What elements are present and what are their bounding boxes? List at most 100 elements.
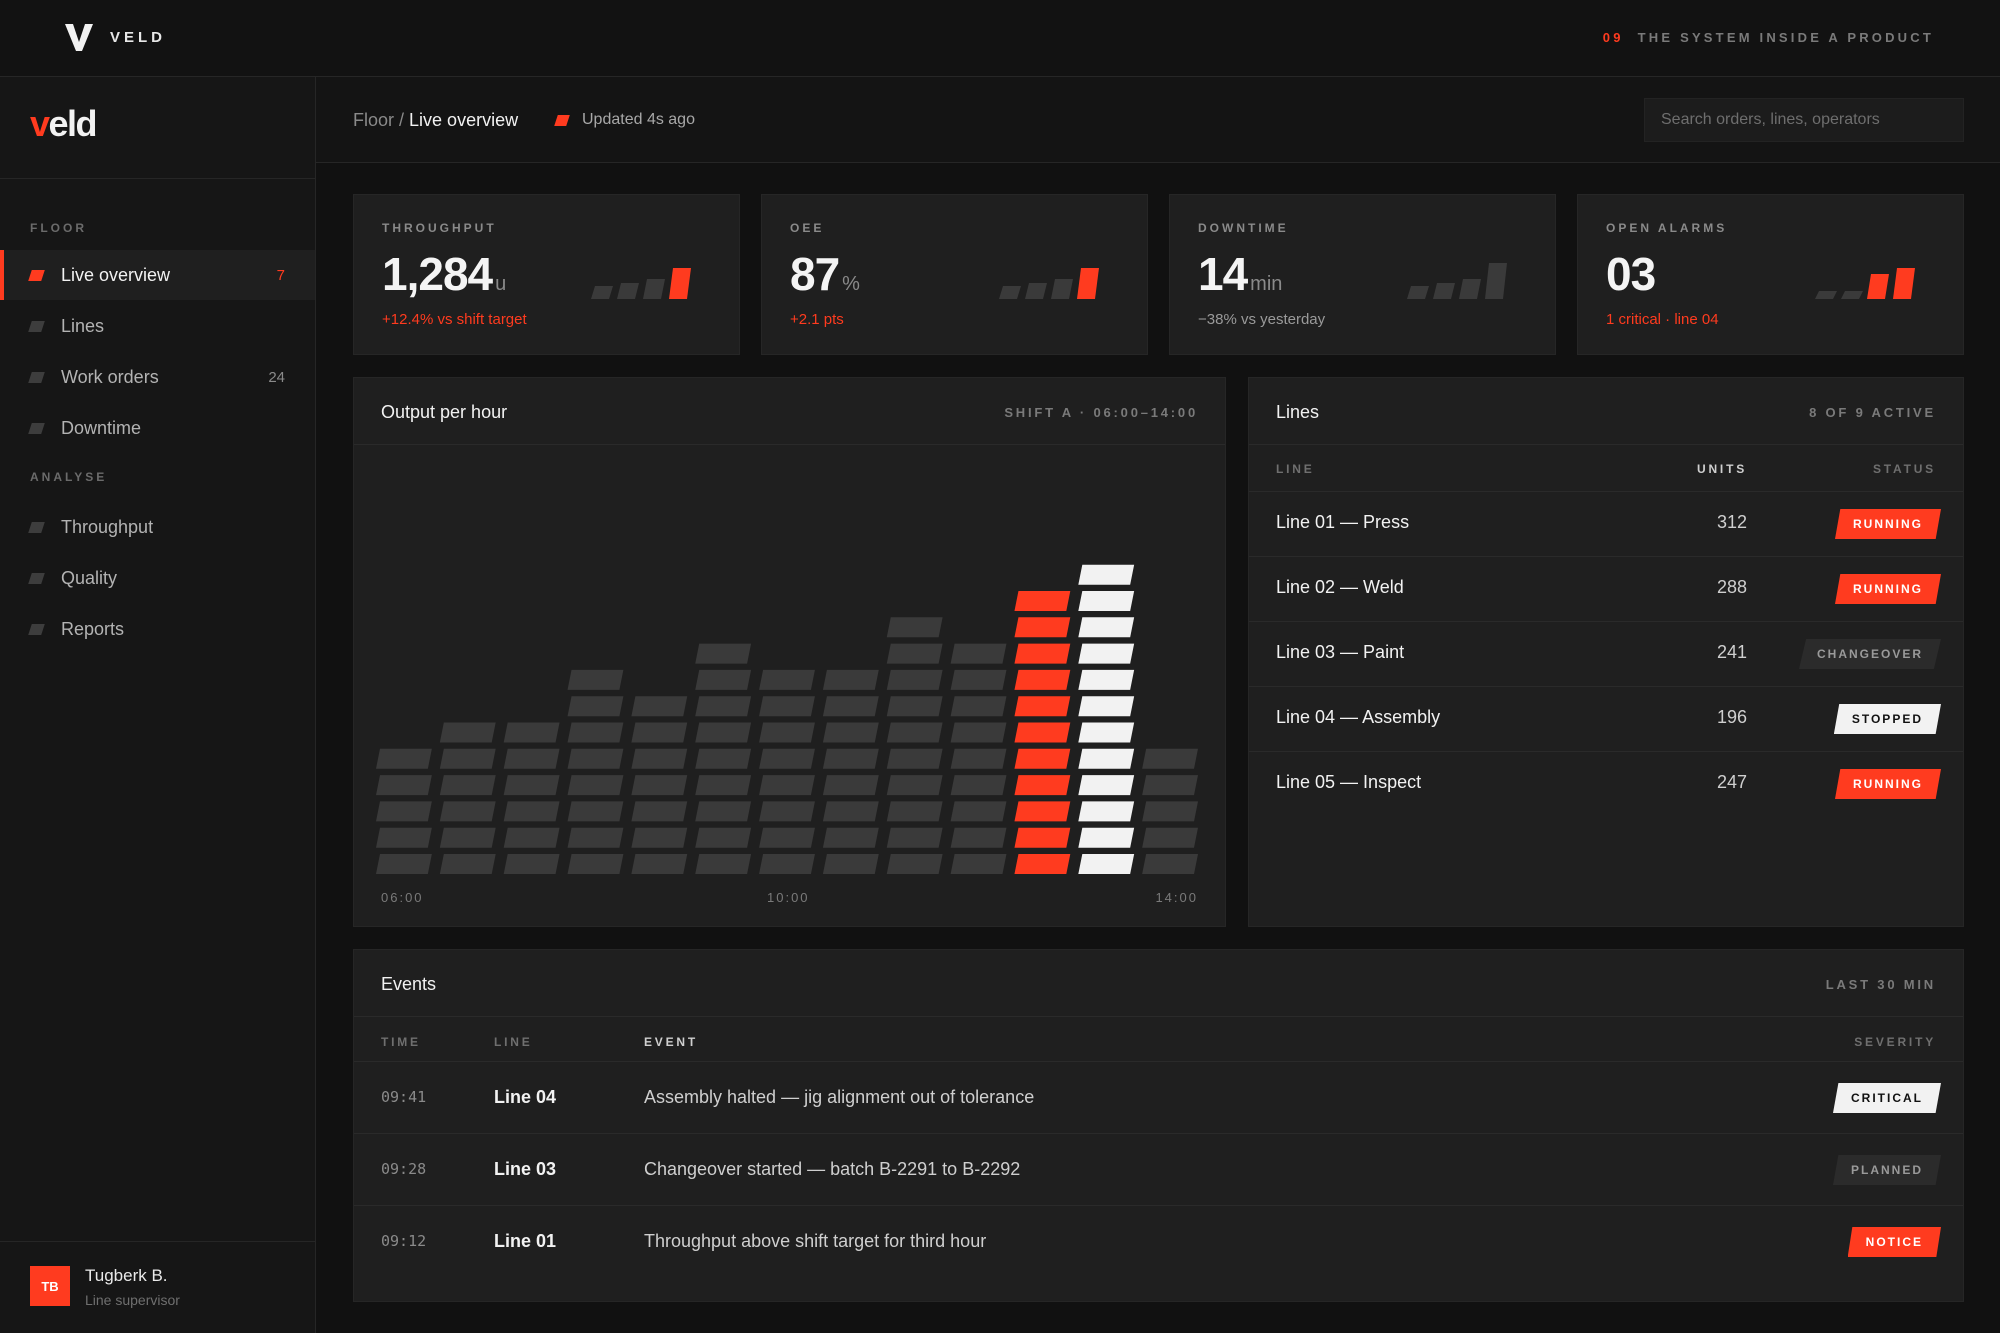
line-name: Line 03 — Paint <box>1276 642 1405 662</box>
kpi-delta: +2.1 pts <box>790 311 844 328</box>
chart-bar-8[interactable] <box>886 617 943 874</box>
sidebar-item-quality[interactable]: Quality <box>0 553 315 603</box>
output-panel-meta: SHIFT A · 06:00–14:00 <box>1004 405 1198 420</box>
chart-bar-10[interactable] <box>1014 591 1071 874</box>
col-header-line[interactable]: LINE <box>494 1035 533 1049</box>
panel-divider <box>354 444 1225 445</box>
chart-bar-4[interactable] <box>631 696 688 874</box>
kpi-label: OEE <box>790 221 825 235</box>
sidebar-item-downtime[interactable]: Downtime <box>0 403 315 453</box>
breadcrumb-parent[interactable]: Floor <box>353 110 395 130</box>
chart-bar-9[interactable] <box>950 643 1007 874</box>
kpi-number: 1,284 <box>382 248 493 300</box>
x-label-mid: 10:00 <box>767 890 810 905</box>
chart-bar-3[interactable] <box>567 669 624 874</box>
breadcrumb: Floor / Live overview <box>353 110 518 131</box>
severity-badge: NOTICE <box>1847 1227 1941 1257</box>
chart-block <box>822 696 879 717</box>
col-header-time[interactable]: TIME <box>381 1035 421 1049</box>
table-row[interactable]: 09:12 Line 01 Throughput above shift targe… <box>354 1205 1963 1277</box>
event-time: 09:12 <box>381 1232 427 1250</box>
chart-bar-6[interactable] <box>759 669 815 874</box>
chart-block <box>567 669 624 690</box>
avatar[interactable]: TB <box>30 1266 70 1306</box>
chart-block <box>695 775 752 796</box>
sidebar-item-label: Work orders <box>61 366 159 387</box>
chart-block <box>1014 854 1071 874</box>
kpi-card-throughput[interactable]: THROUGHPUT 1,284 u +12.4% vs shift target <box>353 194 740 355</box>
panel-divider <box>1249 444 1963 445</box>
table-row[interactable]: Line 01 — Press 312 RUNNING <box>1249 491 1963 556</box>
chart-bar-1[interactable] <box>439 722 496 875</box>
kpi-card-downtime[interactable]: DOWNTIME 14 min −38% vs yesterday <box>1169 194 1556 355</box>
chart-block <box>822 722 879 743</box>
chart-bar-11[interactable] <box>1078 564 1135 874</box>
chart-block <box>950 854 1007 874</box>
chart-block <box>886 775 943 796</box>
col-header-event[interactable]: EVENT <box>644 1035 699 1049</box>
chart-block <box>439 801 496 822</box>
chart-bar-7[interactable] <box>822 669 879 874</box>
col-header-units[interactable]: UNITS <box>1697 462 1747 476</box>
col-header-line[interactable]: LINE <box>1276 462 1315 476</box>
event-description: Assembly halted — jig alignment out of t… <box>644 1087 1035 1107</box>
nav-bullet-icon <box>28 521 45 533</box>
chart-block <box>822 748 879 769</box>
table-row[interactable]: 09:41 Line 04 Assembly halted — jig alignm… <box>354 1061 1963 1133</box>
spark-bar <box>1867 274 1889 299</box>
nav-count-badge: 7 <box>276 266 285 284</box>
kpi-card-oee[interactable]: OEE 87% +2.1 pts <box>761 194 1148 355</box>
chart-block <box>822 775 879 796</box>
table-row[interactable]: Line 04 — Assembly 196 STOPPED <box>1249 686 1963 751</box>
sidebar-item-live-overview[interactable]: Live overview 7 <box>0 250 315 300</box>
user-card[interactable]: TB Tugberk B. Line supervisor <box>0 1241 315 1333</box>
chart-block <box>376 801 432 822</box>
app-logo[interactable]: veld <box>30 103 98 145</box>
sidebar-item-reports[interactable]: Reports <box>0 604 315 654</box>
kpi-value: 1,284 u <box>382 247 506 301</box>
search-input[interactable] <box>1644 98 1964 142</box>
event-time: 09:41 <box>381 1088 427 1106</box>
chart-block <box>822 827 879 848</box>
line-name: Line 05 — Inspect <box>1276 772 1422 792</box>
chapter-label: 09 THE SYSTEM INSIDE A PRODUCT <box>1603 30 1934 45</box>
chart-block <box>439 748 496 769</box>
sidebar-item-throughput[interactable]: Throughput <box>0 502 315 552</box>
table-row[interactable]: Line 02 — Weld 288 RUNNING <box>1249 556 1963 621</box>
line-name: Line 04 — Assembly <box>1276 707 1441 727</box>
chart-bar-12[interactable] <box>1142 748 1198 874</box>
table-row[interactable]: 09:28 Line 03 Changeover started — batch B… <box>354 1133 1963 1205</box>
col-header-severity[interactable]: SEVERITY <box>1854 1035 1936 1049</box>
chart-block <box>1142 775 1198 796</box>
kpi-sparkline <box>999 268 1099 299</box>
page-header: Floor / Live overview Updated 4s ago <box>316 77 2000 163</box>
sidebar-item-label: Downtime <box>61 417 142 438</box>
col-header-status[interactable]: STATUS <box>1872 462 1936 476</box>
chart-block <box>1014 696 1071 717</box>
chart-block <box>695 854 752 874</box>
nav-section-label: FLOOR <box>30 221 87 235</box>
chart-block <box>503 827 560 848</box>
chart-block <box>439 722 496 743</box>
table-row[interactable]: Line 05 — Inspect 247 RUNNING <box>1249 751 1963 816</box>
kpi-unit: % <box>842 273 860 295</box>
output-panel: Output per hour SHIFT A · 06:00–14:00 06… <box>353 377 1226 927</box>
kpi-card-open-alarms[interactable]: OPEN ALARMS 03 1 critical · line 04 <box>1577 194 1964 355</box>
chart-block <box>631 854 688 874</box>
chart-block <box>1078 748 1135 769</box>
brand[interactable]: VELD <box>64 22 166 52</box>
chart-block <box>567 827 624 848</box>
sidebar-item-lines[interactable]: Lines <box>0 301 315 351</box>
table-row[interactable]: Line 03 — Paint 241 CHANGEOVER <box>1249 621 1963 686</box>
sidebar-item-label: Lines <box>61 315 105 336</box>
chart-bar-0[interactable] <box>376 748 432 874</box>
chart-block <box>886 669 943 690</box>
lines-panel-meta: 8 OF 9 ACTIVE <box>1809 405 1936 420</box>
chart-bar-2[interactable] <box>503 722 560 875</box>
sidebar-item-work-orders[interactable]: Work orders 24 <box>0 352 315 402</box>
lines-panel-title: Lines <box>1276 402 1320 422</box>
chart-block <box>631 722 688 743</box>
chart-bar-5[interactable] <box>695 643 752 874</box>
chart-block <box>695 643 752 664</box>
status-badge: CHANGEOVER <box>1798 639 1941 669</box>
